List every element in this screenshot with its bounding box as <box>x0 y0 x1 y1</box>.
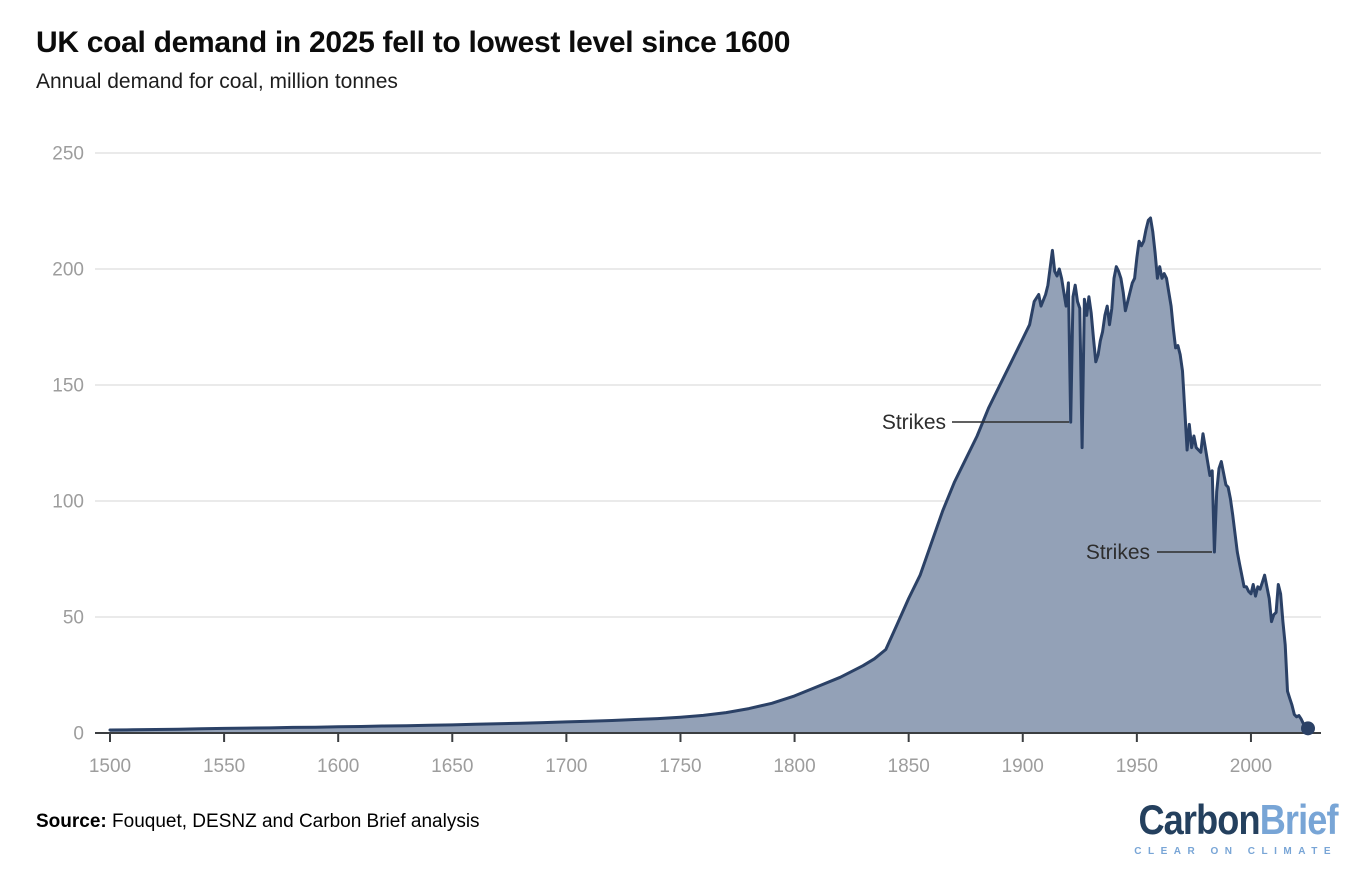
logo-carbon: Carbon <box>1138 796 1261 843</box>
source-label: Source: <box>36 811 107 832</box>
chart-generated-layer: 0 50 100 150 200 250 1500 1550 1600 1650 1700 1750 1… <box>52 144 1321 777</box>
annotation-label-strikes-1984: Strikes <box>1086 541 1150 564</box>
x-tick-label-1850: 1850 <box>888 756 930 777</box>
x-tick-label-1950: 1950 <box>1116 756 1158 777</box>
annotation-label-strikes-1921: Strikes <box>882 411 946 434</box>
logo-tagline: CLEAR ON CLIMATE <box>1134 846 1337 857</box>
chart-annotations: Strikes Strikes <box>882 411 1212 564</box>
y-tick-label-100: 100 <box>52 492 84 513</box>
x-tick-label-1600: 1600 <box>317 756 359 777</box>
x-tick-label-1750: 1750 <box>659 756 701 777</box>
line-coal-demand <box>108 216 1310 732</box>
logo-wordmark: CarbonBrief <box>1138 796 1339 843</box>
y-tick-label-250: 250 <box>52 144 84 165</box>
x-tick-label-2000: 2000 <box>1230 756 1272 777</box>
y-tick-label-50: 50 <box>63 608 84 629</box>
x-tick-label-1500: 1500 <box>89 756 131 777</box>
end-point-dot-2025 <box>1301 721 1315 736</box>
logo-brief: Brief <box>1259 796 1339 843</box>
carbonbrief-logo: CarbonBrief CLEAR ON CLIMATE <box>1106 796 1339 858</box>
source-text: Fouquet, DESNZ and Carbon Brief analysis <box>106 811 480 832</box>
page-title: UK coal demand in 2025 fell to lowest le… <box>36 26 791 59</box>
area-fill-coal-demand <box>110 218 1308 733</box>
y-tick-label-0: 0 <box>73 724 84 745</box>
page-subtitle: Annual demand for coal, million tonnes <box>36 70 398 93</box>
x-tick-label-1700: 1700 <box>545 756 587 777</box>
y-tick-label-150: 150 <box>52 376 84 397</box>
x-tick-label-1650: 1650 <box>431 756 473 777</box>
source-line: Source: Fouquet, DESNZ and Carbon Brief … <box>36 811 480 833</box>
y-tick-label-200: 200 <box>52 260 84 281</box>
x-tick-label-1800: 1800 <box>773 756 815 777</box>
x-tick-label-1550: 1550 <box>203 756 245 777</box>
x-tick-label-1900: 1900 <box>1002 756 1044 777</box>
